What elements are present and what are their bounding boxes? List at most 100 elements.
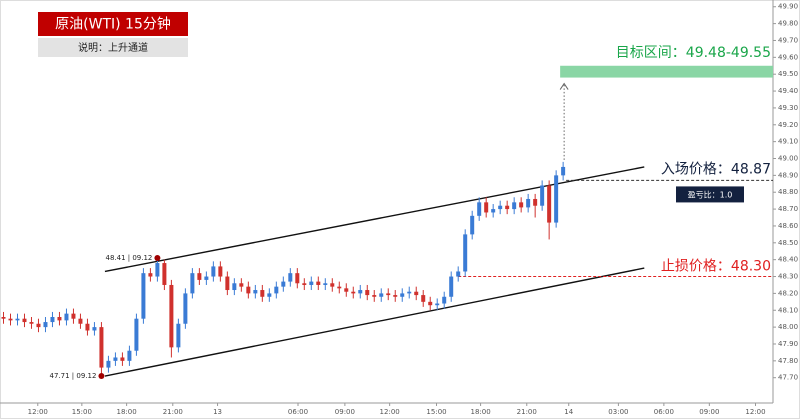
subtitle-box: [38, 38, 188, 57]
x-tick-label: 15:00: [426, 408, 446, 416]
candle-body: [78, 318, 83, 324]
channel-line: [104, 267, 645, 377]
y-tick-label: 47.70: [778, 374, 798, 382]
chart-subtitle: 说明：上升通道: [78, 41, 148, 54]
y-tick-label: 49.90: [778, 3, 798, 11]
candle-body: [253, 290, 258, 294]
candle-body: [274, 286, 279, 294]
annotation-label: 48.41 | 09.12: [106, 254, 153, 262]
candle-body: [43, 322, 48, 328]
candle-body: [428, 301, 433, 306]
stop-label: 止损价格：48.30: [661, 259, 771, 275]
y-tick-label: 47.90: [778, 340, 798, 348]
x-tick-label: 21:00: [163, 408, 183, 416]
candle-body: [554, 175, 559, 223]
annotation-dot: [154, 254, 161, 261]
candle-body: [330, 283, 335, 287]
x-tick-label: 09:00: [335, 408, 355, 416]
x-tick-label: 12:00: [745, 408, 765, 416]
candle-body: [155, 263, 160, 277]
candle-body: [169, 284, 174, 348]
annotation-label: 47.71 | 09.12: [50, 372, 97, 380]
candle-body: [323, 283, 328, 285]
candle-body: [358, 290, 363, 294]
candle-body: [239, 283, 244, 287]
candle-body: [176, 323, 181, 348]
candle-body: [400, 293, 405, 297]
candle-body: [225, 276, 230, 291]
x-tick-label: 14: [564, 408, 573, 416]
candle-body: [379, 293, 384, 297]
candle-body: [190, 273, 195, 294]
candle-body: [162, 263, 167, 285]
x-tick-label: 13: [213, 408, 222, 416]
candle-body: [85, 323, 90, 331]
candle-body: [442, 296, 447, 304]
title-box: [38, 12, 188, 36]
candle-body: [386, 293, 391, 296]
candle-body: [113, 357, 118, 361]
candle-body: [15, 318, 20, 321]
candle-body: [407, 291, 412, 294]
candle-body: [50, 317, 55, 323]
candle-body: [295, 273, 300, 284]
candle-body: [547, 185, 552, 223]
candle-body: [260, 290, 265, 297]
candle-body: [92, 327, 97, 331]
y-tick-label: 49.60: [778, 53, 798, 61]
candle-body: [449, 276, 454, 297]
candle-body: [463, 234, 468, 272]
candle-body: [127, 350, 132, 361]
candle-body: [498, 205, 503, 210]
candle-body: [8, 318, 13, 321]
candle-body: [29, 322, 34, 324]
candle-body: [57, 317, 62, 321]
y-tick-label: 48.00: [778, 323, 798, 331]
y-tick-label: 49.50: [778, 70, 798, 78]
y-tick-label: 48.70: [778, 205, 798, 213]
candle-body: [505, 205, 510, 210]
candle-body: [148, 273, 153, 277]
candle-body: [456, 271, 461, 277]
y-tick-label: 49.70: [778, 36, 798, 44]
candle-body: [267, 293, 272, 297]
candle-body: [421, 295, 426, 302]
candle-body: [64, 313, 69, 321]
target-label: 目标区间：49.48-49.55: [616, 45, 771, 61]
y-tick-label: 49.10: [778, 138, 798, 146]
y-tick-label: 48.60: [778, 222, 798, 230]
candle-body: [484, 202, 489, 213]
candle-body: [393, 295, 398, 297]
candle-body: [519, 202, 524, 208]
candle-body: [414, 291, 419, 296]
x-tick-label: 06:00: [654, 408, 674, 416]
candle-body: [232, 283, 237, 291]
candle-body: [71, 313, 76, 319]
ratio-label: 盈亏比：1.0: [688, 189, 733, 199]
candle-body: [372, 295, 377, 297]
candle-body: [435, 303, 440, 306]
candle-body: [141, 273, 146, 319]
candle-body: [337, 286, 342, 289]
candle-body: [183, 293, 188, 324]
candle-body: [491, 209, 496, 213]
y-tick-label: 48.50: [778, 239, 798, 247]
candle-body: [288, 273, 293, 282]
target-zone: [560, 65, 773, 78]
candle-body: [1, 317, 6, 319]
y-tick-label: 48.30: [778, 273, 798, 281]
y-tick-label: 47.80: [778, 357, 798, 365]
candle-body: [526, 198, 531, 208]
candle-body: [218, 266, 223, 277]
x-tick-label: 21:00: [517, 408, 537, 416]
candle-body: [204, 276, 209, 280]
candle-body: [316, 281, 321, 285]
candle-body: [197, 273, 202, 280]
x-tick-label: 18:00: [470, 408, 490, 416]
candle-body: [309, 281, 314, 285]
candle-body: [36, 323, 41, 328]
candle-body: [106, 360, 111, 368]
candle-body: [351, 291, 356, 294]
